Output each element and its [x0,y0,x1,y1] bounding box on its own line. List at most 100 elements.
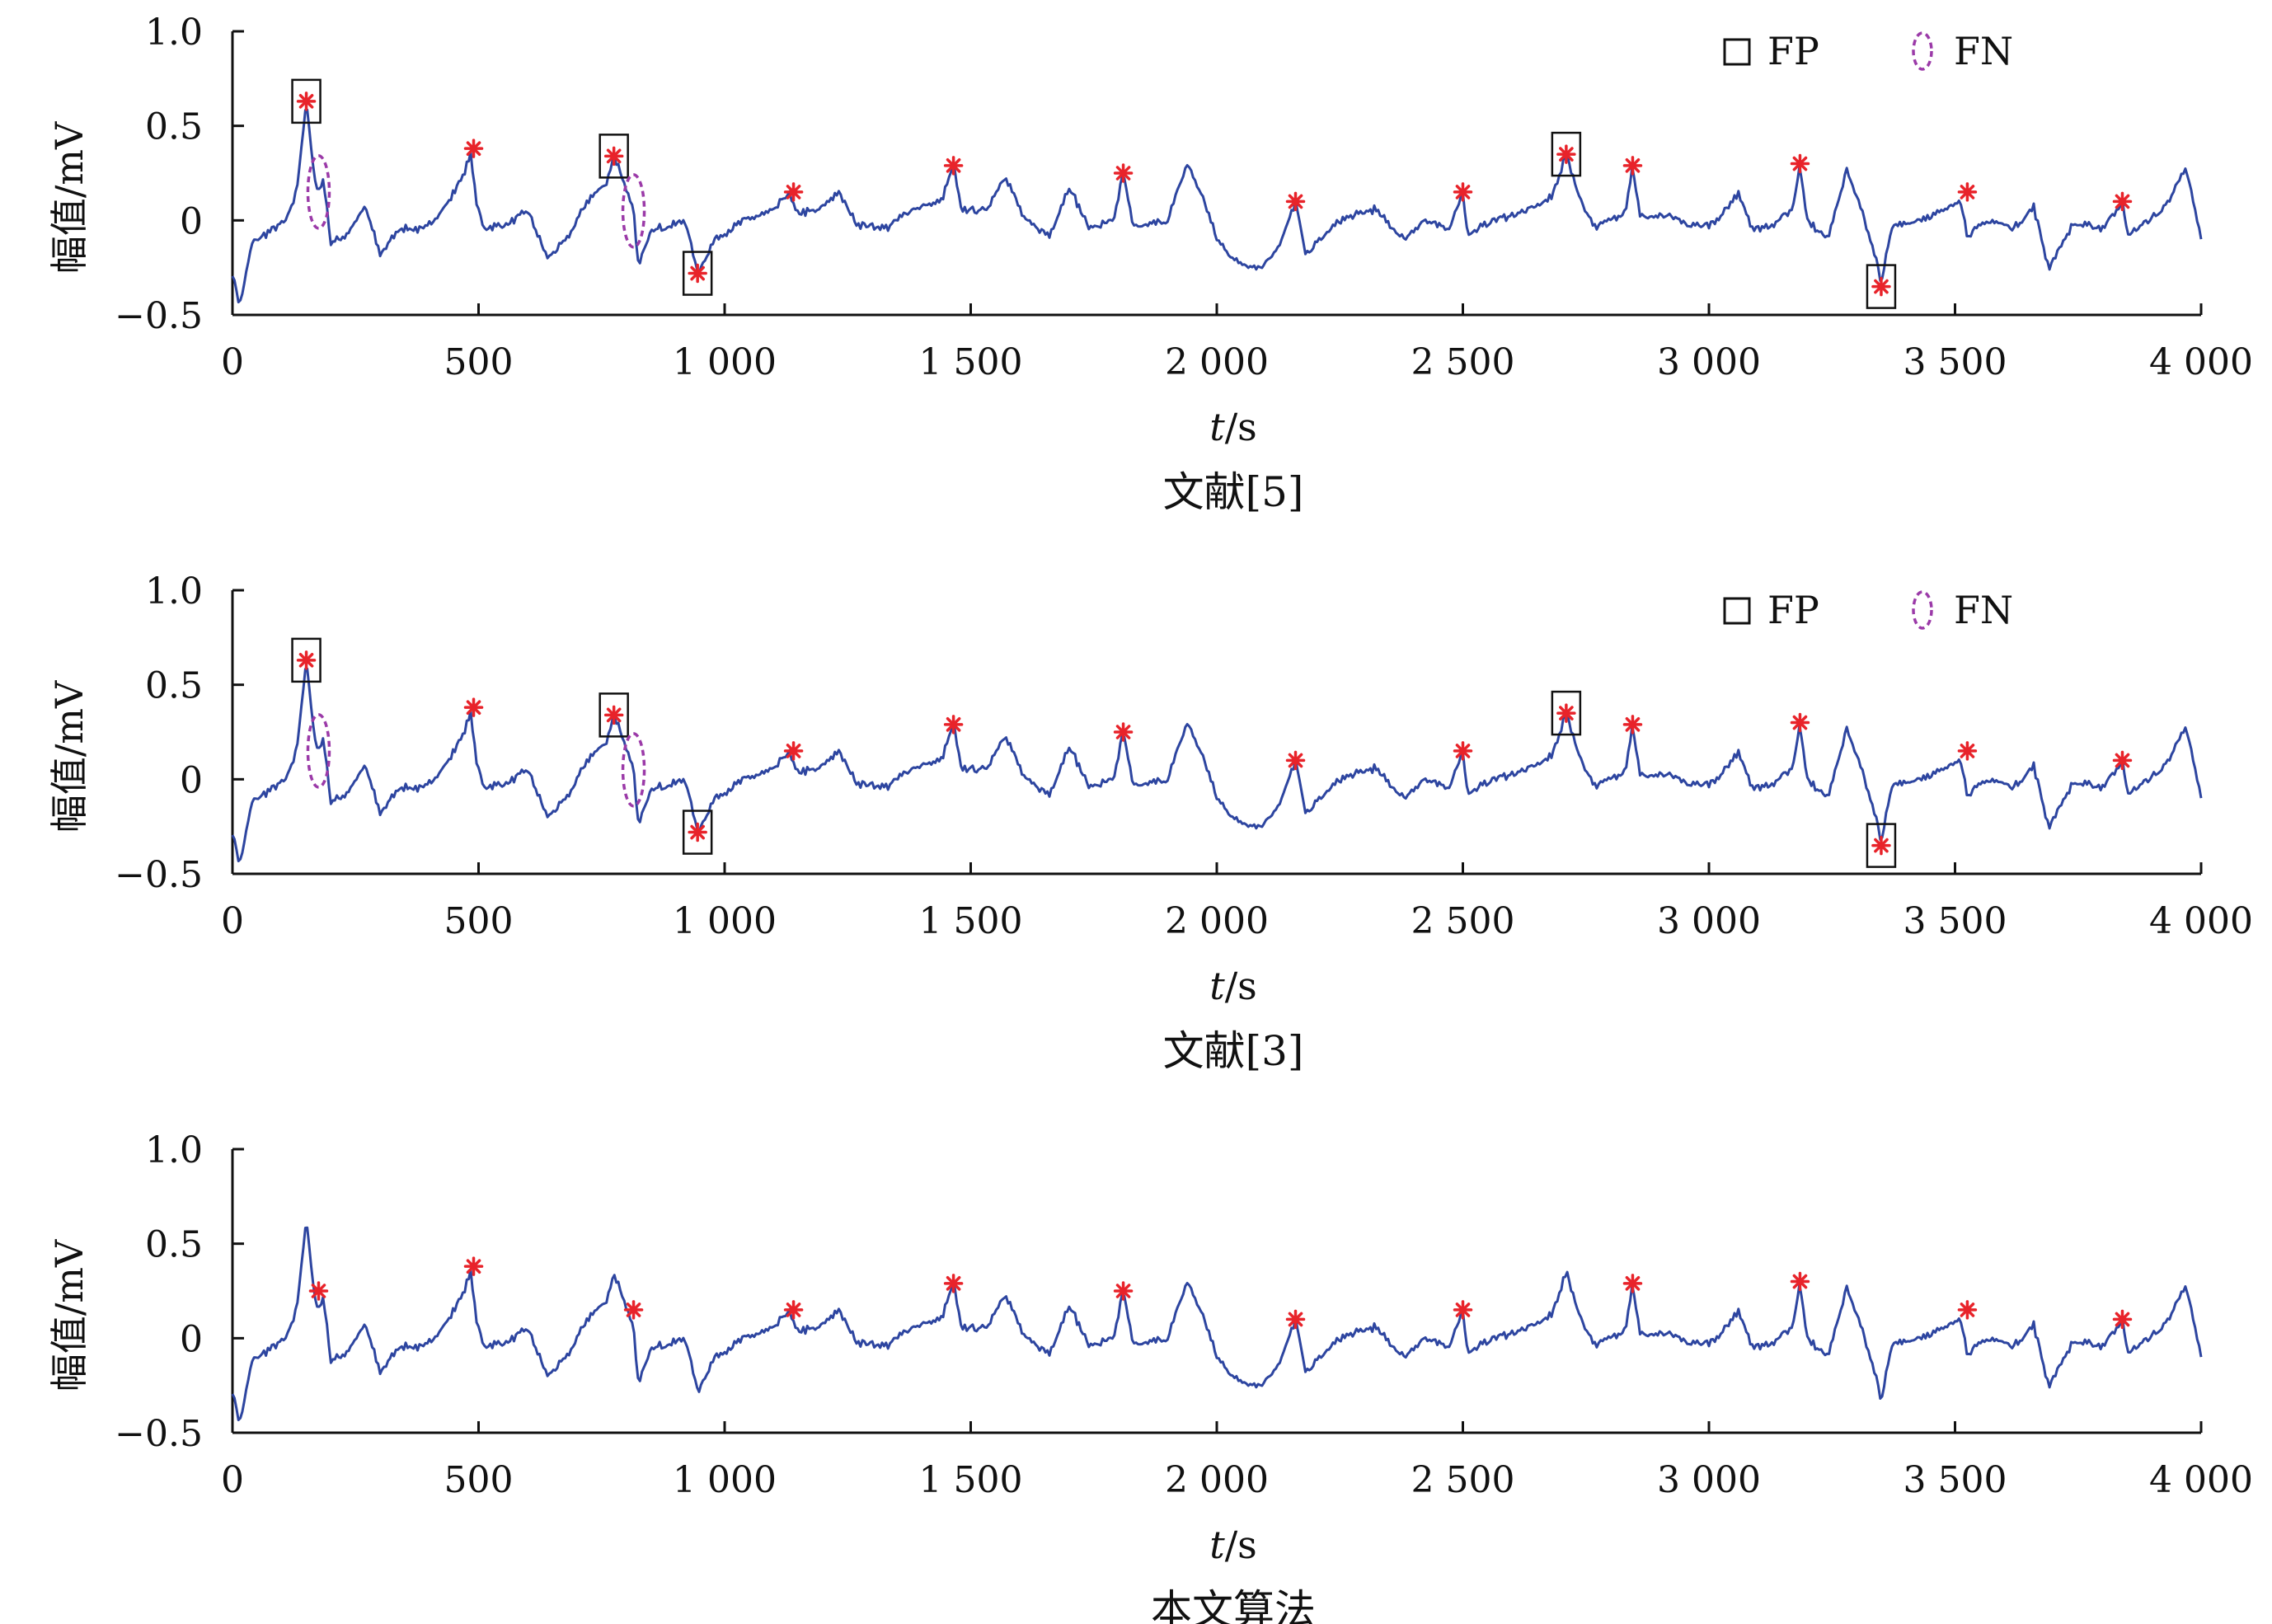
x-tick-label: 3 500 [1904,341,2007,383]
x-tick-label: 2 000 [1165,900,1269,942]
detection-marker [463,697,484,717]
detection-marker-stroke [1874,838,1889,853]
detection-marker [1113,163,1134,183]
y-tick-label: 1.0 [145,12,203,54]
detection-marker [1285,1309,1306,1330]
detection-marker [1957,182,1978,202]
x-tick-label: 3 500 [1904,1459,2007,1501]
detection-marker-stroke [1960,1302,1975,1317]
y-tick-label: 1.0 [145,570,203,613]
fn-ellipse [306,154,331,230]
x-tick-label: 500 [444,1459,514,1501]
detection-marker [1556,703,1576,723]
y-axis-label: 幅值/mV [47,680,92,833]
detection-marker-stroke [1559,706,1574,720]
x-axis-label: t/s [1209,405,1257,449]
panel-caption: 本文算法 [1151,1586,1316,1624]
x-axis-unit: /s [1225,964,1257,1008]
x-tick-label: 0 [221,900,244,942]
detection-marker-stroke [1455,1302,1471,1317]
fp-box [1866,264,1897,309]
detection-marker [783,182,804,202]
x-tick-label: 2 000 [1165,341,1269,383]
detection-marker [1871,835,1891,856]
x-tick-label: 1 500 [919,341,1023,383]
detection-marker [1790,153,1810,174]
legend-fn-ellipse [1912,590,1933,630]
detection-marker-stroke [1625,158,1641,173]
fn-ellipse [621,732,646,808]
x-tick-label: 2 000 [1165,1459,1269,1501]
x-tick-label: 3 500 [1904,900,2007,942]
detection-marker [1113,722,1134,742]
detection-marker-stroke [2115,194,2130,209]
x-axis-variable: t [1209,405,1225,449]
y-tick-label: 0.5 [145,665,203,707]
detection-marker [603,705,624,725]
x-tick-label: 1 000 [673,1459,777,1501]
detection-marker [1957,741,1978,761]
x-tick-label: 3 000 [1657,900,1761,942]
detection-marker [603,146,624,167]
legend-label: FN [1954,29,2013,73]
detection-marker-stroke [466,700,481,716]
ecg-signal-line [231,108,2203,303]
detection-marker-stroke [466,141,481,157]
detection-marker-stroke [1874,279,1889,294]
detection-marker [296,92,317,111]
y-axis-label: 幅值/mV [47,121,92,274]
x-axis-unit: /s [1225,405,1257,449]
detection-marker-stroke [1960,744,1975,758]
detection-marker-stroke [311,1284,326,1298]
detection-marker [1790,712,1810,733]
fn-ellipse [306,713,331,789]
x-tick-label: 2 500 [1411,900,1515,942]
x-tick-label: 4 000 [2149,341,2253,383]
detection-marker [2112,750,2133,771]
y-tick-label: 0 [180,759,203,801]
detection-marker-stroke [946,158,961,173]
legend-fp-square [1723,38,1751,66]
detection-marker [1790,1271,1810,1292]
detection-marker [463,138,484,158]
x-axis-variable: t [1209,1523,1225,1567]
y-tick-label: −0.5 [115,854,203,896]
detection-marker [943,715,964,735]
x-axis-label: t/s [1209,1523,1257,1567]
x-tick-label: 2 500 [1411,1459,1515,1501]
detection-marker [688,263,707,284]
fp-box [291,637,322,683]
detection-marker-stroke [1288,753,1303,768]
detection-marker-stroke [2115,753,2130,768]
detection-marker-stroke [1288,1312,1303,1327]
detection-marker [1113,1281,1134,1301]
detection-marker-stroke [1792,156,1808,171]
ecg-signal-line [231,667,2203,862]
legend: FP FN [1723,29,2013,73]
legend-label: FN [1954,588,2013,632]
detection-marker-stroke [690,824,705,840]
detection-marker-stroke [1559,147,1574,162]
x-tick-label: 3 000 [1657,1459,1761,1501]
detection-marker [1622,156,1643,176]
y-tick-label: 0.5 [145,106,203,148]
legend-fp-square [1723,597,1751,625]
detection-marker [1871,276,1891,297]
detection-marker-stroke [786,744,801,758]
detection-marker [1453,1300,1473,1320]
x-tick-label: 0 [221,1459,244,1501]
panel-caption: 文献[5] [1163,468,1304,516]
panel-3: −0.5 0 0.5 1.0 0 500 1 000 1 500 2 000 2 500 3 000… [47,1129,2253,1624]
x-tick-label: 1 000 [673,341,777,383]
detection-marker-stroke [946,717,961,732]
detection-marker-stroke [1115,1284,1131,1298]
detection-marker-stroke [606,707,622,723]
detection-marker [943,1274,964,1293]
detection-marker-stroke [946,1276,961,1291]
x-tick-label: 0 [221,341,244,383]
detection-marker [688,822,707,843]
y-tick-label: −0.5 [115,295,203,337]
detection-marker-stroke [786,185,801,199]
fp-box [1551,131,1582,177]
legend-label: FP [1767,588,1819,632]
